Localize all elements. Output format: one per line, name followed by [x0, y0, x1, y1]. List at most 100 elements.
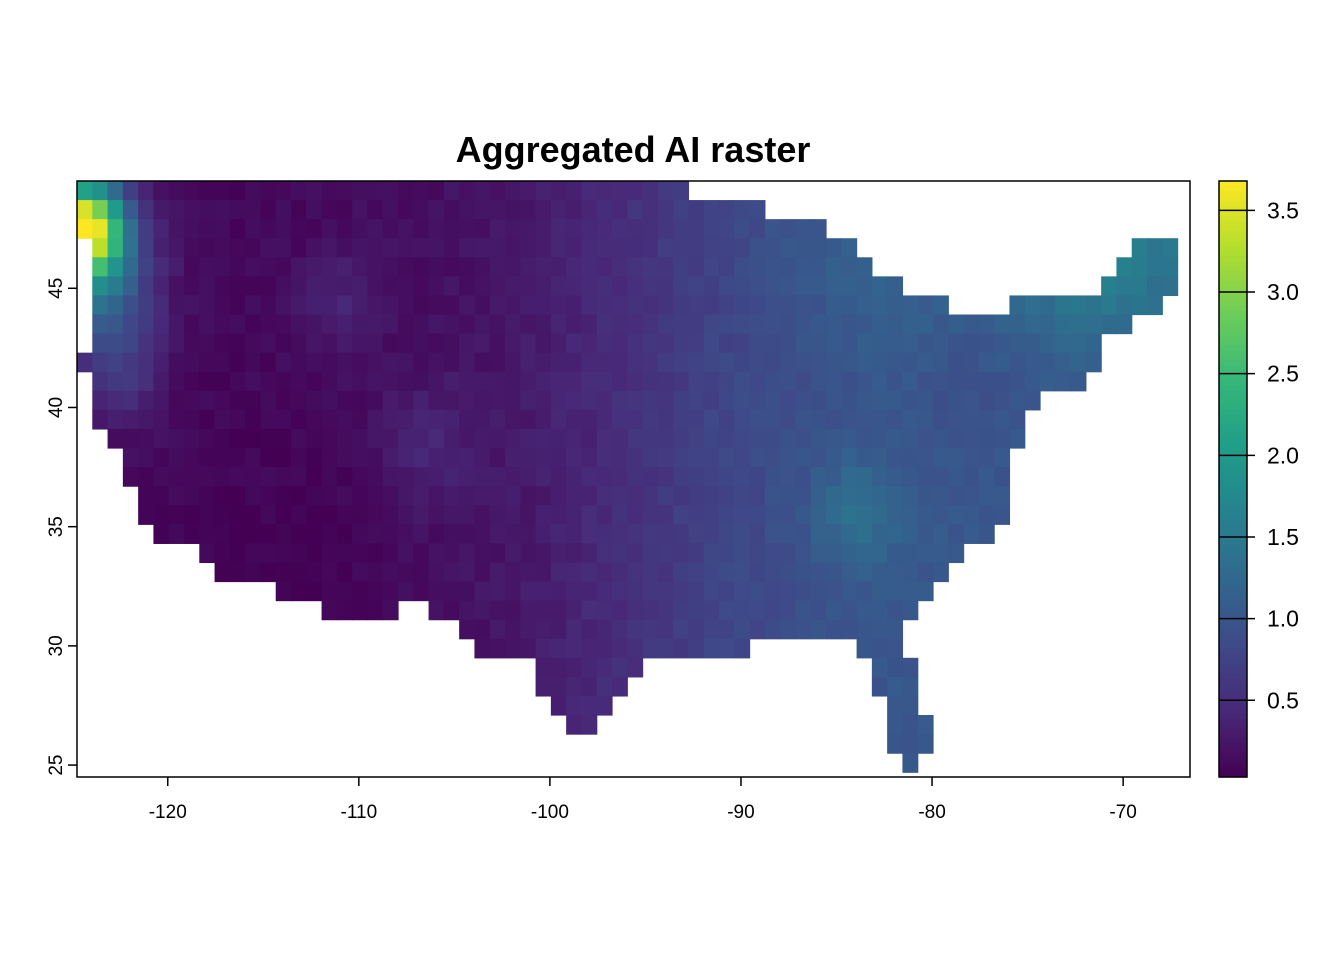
raster-cell: [260, 486, 277, 506]
raster-cell: [306, 448, 323, 468]
raster-cell: [122, 257, 139, 277]
raster-cell: [382, 543, 399, 564]
raster-cell: [719, 200, 735, 220]
raster-cell: [719, 314, 735, 335]
raster-cell: [887, 562, 904, 583]
raster-cell: [810, 409, 827, 430]
raster-cell: [443, 467, 460, 487]
raster-cell: [275, 390, 292, 411]
raster-cell: [138, 257, 155, 277]
raster-cell: [184, 371, 200, 392]
raster-cell: [275, 524, 292, 544]
colorbar-segment: [1219, 672, 1247, 679]
colorbar-tick-label: 2.0: [1267, 442, 1299, 468]
raster-cell: [382, 352, 399, 373]
raster-cell: [229, 219, 246, 239]
raster-cell: [871, 333, 888, 354]
raster-cell: [994, 428, 1011, 449]
raster-cell: [657, 505, 674, 525]
raster-cell: [260, 295, 277, 316]
raster-cell: [520, 524, 537, 544]
y-tick-label: 45: [46, 278, 67, 299]
raster-cell: [703, 428, 720, 449]
raster-cell: [887, 638, 904, 659]
raster-cell: [367, 238, 384, 258]
raster-cell: [673, 371, 690, 392]
raster-cell: [566, 295, 583, 316]
raster-cell: [535, 638, 552, 659]
raster-cell: [214, 295, 231, 316]
raster-cell: [92, 257, 109, 277]
raster-cell: [336, 543, 353, 564]
raster-cell: [474, 600, 491, 621]
raster-cell: [612, 314, 628, 335]
raster-cell: [948, 428, 965, 449]
raster-cell: [657, 562, 674, 583]
raster-cell: [933, 467, 949, 487]
raster-cell: [871, 409, 888, 430]
raster-cell: [291, 486, 307, 506]
raster-cell: [902, 581, 919, 602]
raster-cell: [398, 428, 414, 449]
raster-cell: [994, 409, 1011, 430]
raster-cell: [642, 295, 659, 316]
colorbar-segment: [1219, 359, 1247, 366]
raster-cell: [780, 619, 797, 640]
raster-cell: [902, 371, 919, 392]
raster-cell: [336, 219, 353, 239]
raster-cell: [443, 276, 460, 297]
raster-cell: [673, 619, 690, 640]
raster-cell: [841, 409, 858, 430]
raster-cell: [367, 600, 384, 621]
raster-cell: [1070, 314, 1087, 335]
raster-cell: [336, 257, 353, 277]
raster-cell: [505, 409, 521, 430]
raster-cell: [199, 524, 216, 544]
raster-cell: [306, 505, 323, 525]
raster-cell: [153, 390, 170, 411]
raster-cell: [275, 467, 292, 487]
raster-cell: [566, 219, 583, 239]
raster-cell: [291, 181, 307, 201]
raster-cell: [902, 352, 919, 373]
raster-cell: [92, 390, 109, 411]
raster-cell: [535, 676, 552, 697]
raster-cell: [443, 428, 460, 449]
colorbar-segment: [1219, 518, 1247, 525]
raster-cell: [933, 505, 949, 525]
raster-cell: [902, 676, 919, 697]
raster-cell: [474, 581, 491, 602]
raster-cell: [138, 371, 155, 392]
raster-cell: [917, 371, 934, 392]
raster-cell: [688, 200, 705, 220]
raster-cell: [505, 428, 521, 449]
raster-cell: [489, 448, 506, 468]
raster-cell: [321, 371, 338, 392]
raster-cell: [260, 181, 277, 201]
raster-cell: [657, 371, 674, 392]
raster-cell: [122, 467, 139, 487]
raster-cell: [275, 581, 292, 602]
raster-cell: [596, 600, 613, 621]
raster-cell: [107, 276, 124, 297]
raster-cell: [612, 638, 628, 659]
raster-cell: [443, 581, 460, 602]
raster-cell: [703, 276, 720, 297]
raster-cell: [810, 238, 827, 258]
raster-cell: [581, 657, 598, 678]
raster-cell: [550, 200, 567, 220]
colorbar-segment: [1219, 230, 1247, 237]
raster-cell: [367, 409, 384, 430]
x-tick-label: -110: [341, 802, 378, 823]
raster-cell: [657, 600, 674, 621]
raster-cell: [856, 581, 873, 602]
raster-cell: [887, 314, 904, 335]
raster-cell: [168, 524, 185, 544]
raster-cell: [398, 352, 414, 373]
colorbar-segment: [1219, 692, 1247, 699]
raster-cell: [780, 314, 797, 335]
raster-cell: [398, 314, 414, 335]
raster-cell: [627, 600, 644, 621]
raster-cell: [810, 486, 827, 506]
colorbar-tick-label: 1.5: [1267, 524, 1299, 550]
